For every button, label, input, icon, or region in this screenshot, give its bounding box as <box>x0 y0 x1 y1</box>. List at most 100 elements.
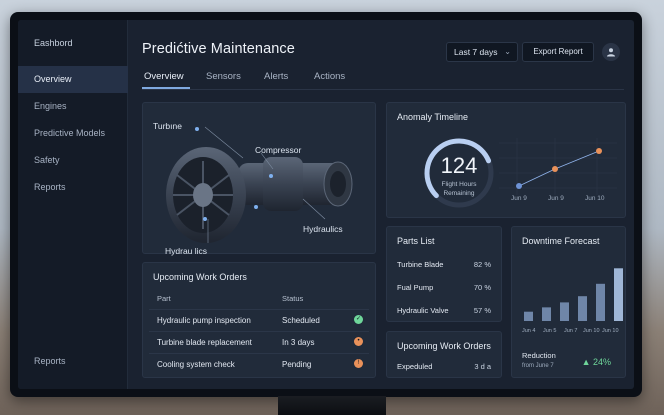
tab-sensors[interactable]: Sensors <box>206 71 241 82</box>
timeline-x-label: Jun 9 <box>548 195 564 202</box>
downtime-forecast-card: Downtime Forecast Jun 4 Jun 5 Jun 7 Jun … <box>511 226 626 378</box>
timeline-point <box>596 148 602 154</box>
engine-illustration <box>166 126 353 243</box>
work-order-part: Hydraulic pump inspection <box>157 316 251 325</box>
parts-list-card: Parts List Turbine Blade 82 % Fual Pump … <box>386 226 502 322</box>
date-range-select[interactable]: Last 7 days ⌄ <box>446 42 518 62</box>
alert-icon: ! <box>354 359 363 368</box>
work-orders-mini-row[interactable]: Expeduled 3 d a <box>397 362 491 371</box>
work-orders-mini-title: Upcoming Work Orders <box>397 341 491 351</box>
downtime-x-label: Jun 4 <box>522 328 536 334</box>
column-header-part: Part <box>157 294 171 303</box>
main-content: Predićtive Maintenance Last 7 days ⌄ Exp… <box>128 20 634 389</box>
downtime-x-label: Jun 7 <box>564 328 578 334</box>
dashboard-screen: Eashbord Overview Engines Predictive Mod… <box>18 20 634 389</box>
downtime-title: Downtime Forecast <box>522 236 600 246</box>
user-avatar[interactable] <box>602 43 620 61</box>
monitor-stand <box>278 396 386 415</box>
downtime-x-label: Jun 10 <box>602 328 619 334</box>
turbine-label: Turbıne <box>153 121 182 131</box>
downtime-bar <box>596 283 605 321</box>
timeline-line <box>518 150 600 187</box>
anomaly-title: Anomaly Timeline <box>397 112 469 122</box>
timeline-x-label: Jun 9 <box>511 195 527 202</box>
sidebar-nav: Overview Engines Predictive Models Safet… <box>18 66 128 201</box>
tab-actions[interactable]: Actions <box>314 71 346 82</box>
downtime-bar-chart <box>524 268 623 321</box>
date-range-value: Last 7 days <box>454 47 498 57</box>
anomaly-chart <box>424 138 617 208</box>
work-order-status: In 3 days <box>282 338 315 347</box>
parts-row[interactable]: Turbine Blade 82 % <box>397 260 491 269</box>
sidebar-item-engines[interactable]: Engines <box>34 101 67 111</box>
page-title: Predićtive Maintenance <box>142 41 295 57</box>
work-orders-mini-value: 3 d a <box>474 362 491 371</box>
part-name: Turbine Blade <box>397 260 444 269</box>
work-order-part: Cooling system check <box>157 360 235 369</box>
work-orders-header: Part Status <box>153 291 365 307</box>
work-order-row[interactable]: Hydraulic pump inspection Scheduled ✓ <box>149 309 369 330</box>
gauge-label-flight-hours: Flight Hours <box>441 181 477 188</box>
downtime-x-label: Jun 10 <box>583 328 600 334</box>
parts-row[interactable]: Hydraulic Valve 57 % <box>397 306 491 315</box>
parts-row[interactable]: Fual Pump 70 % <box>397 283 491 292</box>
timeline-point <box>516 183 522 189</box>
reduction-label: Reduction <box>522 351 556 360</box>
hydraulics-right-marker[interactable] <box>254 205 258 209</box>
clock-icon: • <box>354 337 363 346</box>
tab-overview[interactable]: Overview <box>144 71 184 82</box>
parts-title: Parts List <box>397 236 435 246</box>
work-order-status: Scheduled <box>282 316 320 325</box>
work-order-row[interactable]: Turbine blade replacement In 3 days • <box>149 331 369 352</box>
reduction-sub: from June 7 <box>522 363 554 369</box>
part-percent: 70 % <box>473 283 491 292</box>
check-icon: ✓ <box>354 315 363 324</box>
part-name: Hydraulic Valve <box>397 306 449 315</box>
export-report-button[interactable]: Export Report <box>522 42 594 62</box>
work-orders-title: Upcoming Work Orders <box>153 272 247 282</box>
downtime-bar <box>578 296 587 321</box>
sidebar-item-safety[interactable]: Safety <box>34 155 60 165</box>
work-order-part: Turbine blade replacement <box>157 338 252 347</box>
header: Predićtive Maintenance Last 7 days ⌄ Exp… <box>142 34 624 64</box>
chevron-down-icon: ⌄ <box>504 47 511 56</box>
part-percent: 82 % <box>473 260 491 269</box>
reduction-value: ▲ 24% <box>581 357 611 367</box>
sidebar-item-reports[interactable]: Reports <box>34 182 66 192</box>
hydraulics-right-label: Hydraulics <box>303 224 343 234</box>
hydraulics-left-label: Hydrau lics <box>165 246 208 256</box>
sidebar-item-predictive-models[interactable]: Predictive Models <box>34 128 106 138</box>
downtime-bar <box>560 302 569 321</box>
sidebar-item-reports-bottom[interactable]: Reports <box>34 356 66 366</box>
work-orders-mini-label: Expeduled <box>397 362 433 371</box>
sidebar: Eashbord Overview Engines Predictive Mod… <box>18 20 128 389</box>
gauge-label-remaining: Remaining <box>443 190 475 197</box>
hydraulics-left-marker[interactable] <box>203 217 207 221</box>
work-orders-mini-card: Upcoming Work Orders Expeduled 3 d a <box>386 331 502 378</box>
gauge-arc <box>424 138 492 199</box>
anomaly-timeline-card: Anomaly Timeline <box>386 102 626 218</box>
gauge-value: 124 <box>440 153 478 178</box>
downtime-bar <box>524 311 533 321</box>
work-order-row[interactable]: Cooling system check Pending ! <box>149 353 369 374</box>
timeline-x-label: Jun 10 <box>585 195 605 202</box>
turbine-marker[interactable] <box>195 127 199 131</box>
tab-alerts[interactable]: Alerts <box>264 71 289 82</box>
downtime-x-label: Jun 5 <box>543 328 557 334</box>
engine-diagram-card: Turbıne Compressor Hydraulics Hydrau lic… <box>142 102 376 256</box>
monitor-frame: Eashbord Overview Engines Predictive Mod… <box>10 12 642 397</box>
compressor-label: Compressor <box>255 145 302 155</box>
work-orders-card: Upcoming Work Orders Part Status Hydraul… <box>142 262 376 378</box>
sidebar-item-overview[interactable]: Overview <box>18 66 128 93</box>
part-percent: 57 % <box>473 306 491 315</box>
compressor-marker[interactable] <box>269 174 273 178</box>
user-icon <box>607 48 615 57</box>
work-order-status: Pending <box>282 360 312 369</box>
downtime-bar <box>614 268 623 321</box>
timeline-point <box>552 166 558 172</box>
downtime-bar <box>542 307 551 321</box>
active-tab-indicator <box>142 87 190 89</box>
brand-label: Eashbord <box>34 38 73 48</box>
part-name: Fual Pump <box>397 283 434 292</box>
tab-bar: Overview Sensors Alerts Actions <box>142 68 624 90</box>
